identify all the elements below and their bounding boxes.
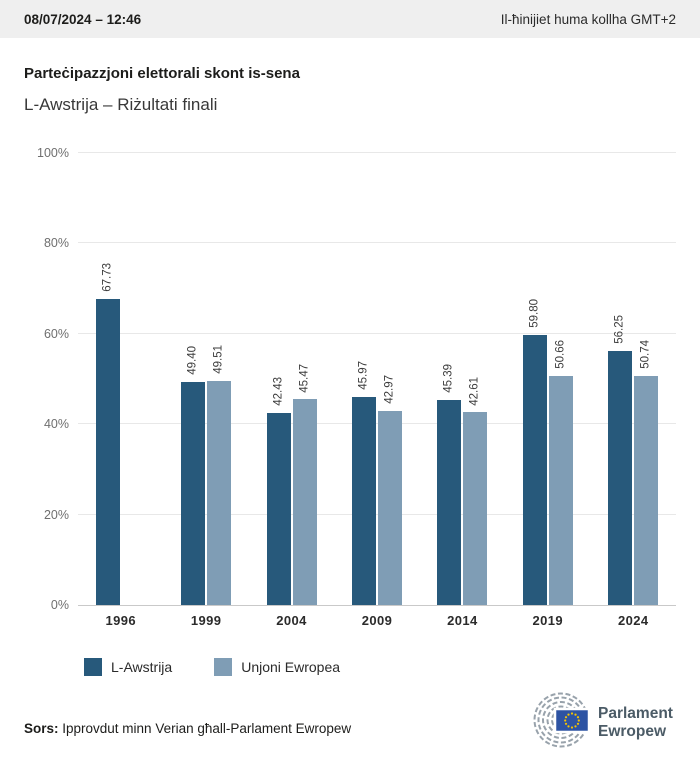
source-note: Sors: Ipprovdut minn Verian għall-Parlam… bbox=[24, 721, 351, 736]
bar-value-label: 45.47 bbox=[297, 363, 310, 393]
bar-unjoni-ewropea-1999[interactable]: 49.51 bbox=[207, 345, 232, 605]
gridline-80 bbox=[78, 242, 676, 244]
gridline-20 bbox=[78, 513, 676, 515]
turnout-bar-chart: 67.73 49.40 49.51 42.43 45.47 45.97 42.97 45.39… bbox=[24, 146, 676, 628]
header-timezone-note: Il-ħinijiet huma kollha GMT+2 bbox=[500, 11, 676, 27]
bar-group-1999: 49.40 49.51 bbox=[163, 154, 248, 605]
y-axis-tick-label: 80% bbox=[43, 236, 69, 251]
logo-wordmark-line1: Parlament bbox=[598, 705, 673, 722]
bar-l-awstrija-2004[interactable]: 42.43 bbox=[266, 377, 291, 605]
gridline-60 bbox=[78, 332, 676, 334]
y-axis-tick-label: 20% bbox=[43, 507, 69, 522]
bar-l-awstrija-2014[interactable]: 45.39 bbox=[437, 364, 462, 605]
logo-wordmark-line2: Ewropew bbox=[598, 723, 667, 740]
bar-value-label: 56.25 bbox=[613, 314, 626, 344]
source-text: Ipprovdut minn Verian għall-Parlament Ew… bbox=[58, 721, 352, 736]
x-axis-label-2024: 2024 bbox=[617, 613, 649, 628]
bar-group-2019: 59.80 50.66 bbox=[505, 154, 590, 605]
bar-unjoni-ewropea-2004[interactable]: 45.47 bbox=[292, 364, 317, 605]
bar-value-label: 45.39 bbox=[442, 364, 455, 393]
page-subtitle: L-Awstrija – Riżultati finali bbox=[24, 95, 218, 114]
bar-l-awstrija-1996[interactable]: 67.73 bbox=[95, 263, 120, 605]
bar-unjoni-ewropea-2019[interactable]: 50.66 bbox=[548, 340, 573, 605]
bar-unjoni-ewropea-2014[interactable]: 42.61 bbox=[463, 377, 488, 605]
legend-item-austria: L-Awstrija bbox=[84, 658, 172, 676]
bar-value-label: 45.97 bbox=[357, 361, 370, 391]
bar-l-awstrija-2024[interactable]: 56.25 bbox=[608, 315, 633, 605]
bar-value-label: 50.74 bbox=[639, 339, 652, 369]
bar-value-label: 49.40 bbox=[186, 345, 199, 375]
bar-value-label: 67.73 bbox=[100, 263, 113, 292]
source-label: Sors: bbox=[24, 721, 59, 736]
bar-unjoni-ewropea-2024[interactable]: 50.74 bbox=[634, 340, 659, 605]
x-axis-label-2009: 2009 bbox=[361, 613, 393, 628]
bar-value-label: 49.51 bbox=[212, 345, 225, 375]
page-title: Parteċipazzjoni elettorali skont is-sena bbox=[24, 65, 300, 82]
x-axis-labels: 1996 1999 2004 2009 2014 2019 2024 bbox=[78, 613, 676, 628]
bar-group-2009: 45.97 42.97 bbox=[334, 154, 419, 605]
bar-group-2004: 42.43 45.47 bbox=[249, 154, 334, 605]
y-axis-tick-label: 40% bbox=[43, 417, 69, 432]
parliament-hemicycle-icon: Parlament Ewropew bbox=[533, 692, 673, 748]
eu-flag-stars bbox=[564, 712, 580, 729]
legend-label-eu: Unjoni Ewropea bbox=[241, 659, 341, 675]
european-parliament-logo: Parlament Ewropew bbox=[528, 692, 676, 750]
bar-value-label: 42.43 bbox=[271, 377, 284, 407]
bar-l-awstrija-2019[interactable]: 59.80 bbox=[522, 299, 547, 605]
y-axis-tick-label: 0% bbox=[50, 598, 69, 612]
x-axis-label-2004: 2004 bbox=[276, 613, 307, 628]
chart-plot-area: 67.73 49.40 49.51 42.43 45.47 45.97 42.97 45.39… bbox=[37, 146, 676, 612]
bar-l-awstrija-2009[interactable]: 45.97 bbox=[351, 361, 376, 605]
bar-group-1996: 67.73 bbox=[78, 154, 163, 605]
x-axis-label-1996: 1996 bbox=[105, 613, 136, 628]
bar-value-label: 42.61 bbox=[468, 376, 481, 406]
header-bar: 08/07/2024 – 12:46 Il-ħinijiet huma koll… bbox=[0, 0, 700, 38]
footer: Sors: Ipprovdut minn Verian għall-Parlam… bbox=[24, 692, 676, 750]
legend-label-austria: L-Awstrija bbox=[111, 659, 173, 675]
legend-swatch-eu bbox=[214, 658, 233, 676]
eu-flag bbox=[553, 707, 591, 734]
bar-groups: 67.73 49.40 49.51 42.43 45.47 45.97 42.97 45.39… bbox=[78, 154, 676, 605]
bar-l-awstrija-1999[interactable]: 49.40 bbox=[181, 346, 206, 605]
gridline-40 bbox=[78, 423, 676, 425]
y-axis-tick-label: 100% bbox=[37, 146, 69, 160]
main-content: Parteċipazzjoni elettorali skont is-sena… bbox=[0, 65, 700, 676]
legend-swatch-austria bbox=[84, 658, 102, 676]
legend-item-eu: Unjoni Ewropea bbox=[214, 658, 340, 676]
y-axis-tick-label: 60% bbox=[43, 326, 69, 341]
bar-unjoni-ewropea-2009[interactable]: 42.97 bbox=[377, 375, 402, 605]
header-datetime: 08/07/2024 – 12:46 bbox=[24, 11, 142, 27]
bar-group-2024: 56.25 50.74 bbox=[591, 154, 676, 605]
x-axis-label-2019: 2019 bbox=[532, 613, 564, 628]
x-axis-label-2014: 2014 bbox=[447, 613, 478, 628]
bar-value-label: 59.80 bbox=[528, 298, 541, 328]
bar-group-2014: 45.39 42.61 bbox=[420, 154, 505, 605]
gridline-100 bbox=[78, 152, 676, 153]
bar-value-label: 50.66 bbox=[554, 340, 567, 370]
x-axis-label-1999: 1999 bbox=[190, 613, 222, 628]
chart-legend: L-Awstrija Unjoni Ewropea bbox=[84, 658, 676, 676]
bar-value-label: 42.97 bbox=[383, 375, 396, 404]
